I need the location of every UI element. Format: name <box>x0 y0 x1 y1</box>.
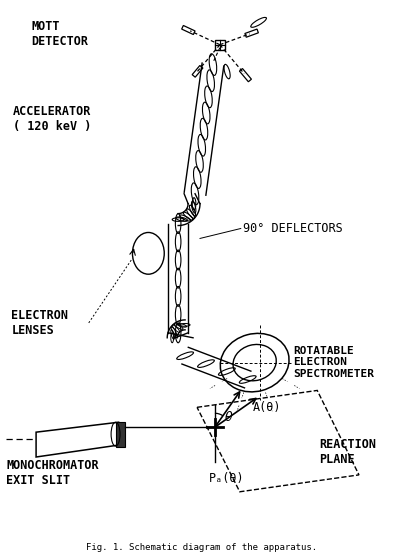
Text: ELECTRON
LENSES: ELECTRON LENSES <box>11 309 68 337</box>
Text: ROTATABLE
ELECTRON
SPECTROMETER: ROTATABLE ELECTRON SPECTROMETER <box>293 346 375 379</box>
Bar <box>116 422 124 447</box>
Bar <box>215 40 225 50</box>
Text: 90° DEFLECTORS: 90° DEFLECTORS <box>243 222 343 235</box>
Bar <box>182 25 195 34</box>
Text: A(θ): A(θ) <box>252 401 281 414</box>
Text: Pₐ(θ): Pₐ(θ) <box>209 473 245 485</box>
Text: ACCELERATOR
( 120 keV ): ACCELERATOR ( 120 keV ) <box>13 105 92 133</box>
Text: REACTION
PLANE: REACTION PLANE <box>319 438 376 466</box>
Text: MOTT
DETECTOR: MOTT DETECTOR <box>31 20 88 48</box>
Text: Fig. 1. Schematic diagram of the apparatus.: Fig. 1. Schematic diagram of the apparat… <box>86 543 318 552</box>
Bar <box>192 65 203 77</box>
Text: θ: θ <box>225 411 232 424</box>
Bar <box>240 69 251 82</box>
Bar <box>245 29 259 37</box>
Text: MONOCHROMATOR
EXIT SLIT: MONOCHROMATOR EXIT SLIT <box>6 459 99 487</box>
